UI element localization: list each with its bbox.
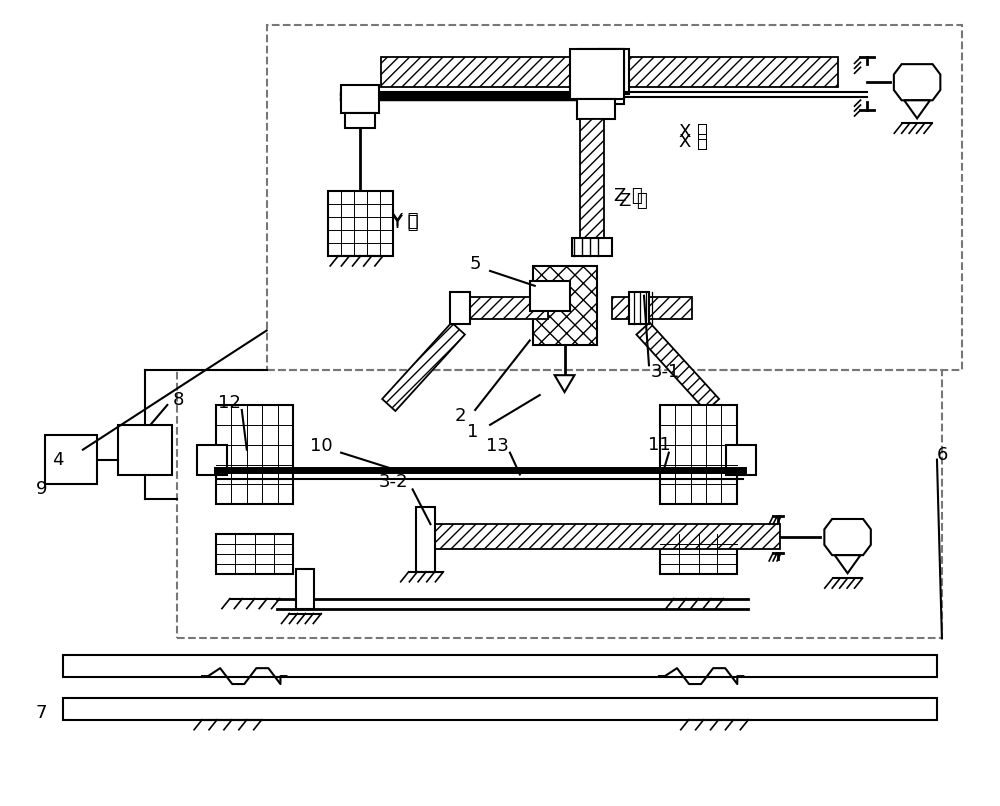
Bar (450, 292, 470, 323)
Bar (577, 99, 615, 119)
Text: 3-2: 3-2 (379, 473, 408, 492)
Bar (726, 445, 756, 475)
Text: 9: 9 (35, 480, 47, 498)
Text: 3-1: 3-1 (651, 364, 680, 381)
Polygon shape (555, 375, 574, 392)
Bar (118, 425, 172, 475)
Polygon shape (835, 555, 860, 573)
Bar (612, 297, 692, 318)
Bar (660, 405, 737, 505)
Bar (216, 534, 293, 574)
Polygon shape (904, 100, 930, 118)
Bar (636, 322, 719, 411)
Polygon shape (824, 519, 871, 555)
Bar (341, 85, 379, 113)
Bar (63, 698, 937, 720)
Bar (345, 113, 375, 128)
Text: 13: 13 (486, 437, 508, 455)
Text: 7: 7 (35, 704, 47, 722)
Bar (328, 192, 393, 256)
Bar (530, 280, 570, 310)
Bar (45, 434, 97, 484)
Bar (580, 119, 604, 238)
Bar (267, 25, 962, 370)
Text: Z 轴: Z 轴 (619, 193, 648, 210)
Text: 11: 11 (648, 436, 670, 454)
Bar (599, 49, 624, 104)
Bar (533, 266, 597, 346)
Bar (570, 49, 624, 99)
Bar (432, 524, 780, 549)
Text: X 轴: X 轴 (679, 133, 708, 151)
Text: 10: 10 (310, 437, 333, 455)
Bar (216, 405, 293, 505)
Bar (381, 57, 838, 87)
Text: 12: 12 (218, 394, 241, 412)
Bar (579, 49, 629, 94)
Bar (572, 238, 612, 256)
Text: 4: 4 (52, 451, 64, 468)
Text: 8: 8 (172, 391, 184, 409)
Bar (629, 292, 649, 323)
Text: 5: 5 (469, 255, 481, 273)
Bar (468, 297, 548, 318)
Bar (416, 507, 435, 571)
Polygon shape (894, 64, 940, 100)
Text: Y 轴: Y 轴 (391, 214, 418, 232)
Bar (63, 655, 937, 677)
Bar (660, 534, 737, 574)
Bar (197, 445, 227, 475)
Text: 2: 2 (455, 407, 466, 425)
Text: Y 轴: Y 轴 (391, 212, 418, 231)
Text: X 轴: X 轴 (679, 123, 708, 141)
Bar (177, 370, 942, 638)
Bar (296, 569, 314, 609)
Text: 1: 1 (467, 423, 479, 441)
Text: Z 轴: Z 轴 (614, 188, 643, 206)
Bar (382, 322, 465, 411)
Text: 6: 6 (937, 446, 948, 463)
